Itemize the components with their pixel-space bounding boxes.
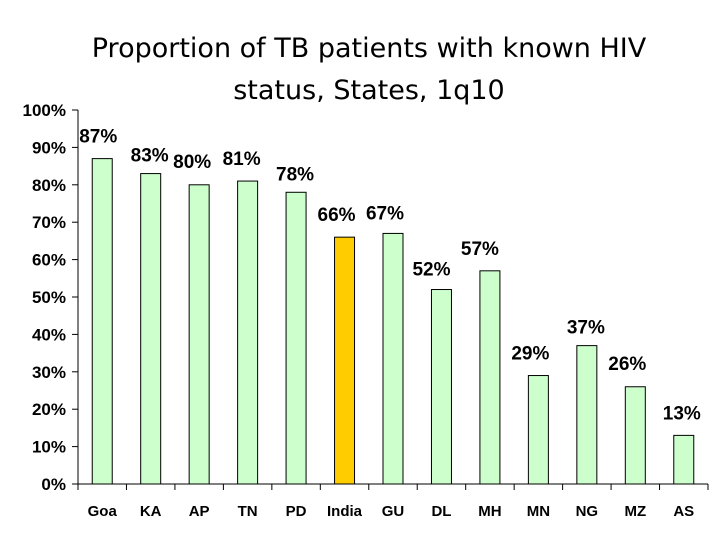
y-tick-label: 70%	[32, 213, 66, 232]
data-label: 67%	[366, 203, 404, 224]
bar	[479, 270, 501, 485]
bar	[285, 191, 307, 485]
data-label: 66%	[318, 205, 356, 226]
x-tick-label: MZ	[624, 503, 646, 520]
bar	[382, 232, 404, 485]
data-label: 37%	[567, 318, 605, 339]
bar	[140, 173, 162, 485]
x-tick-label: PD	[286, 503, 307, 520]
bar	[527, 375, 549, 485]
data-label: 80%	[173, 152, 211, 173]
bar	[430, 289, 452, 485]
data-label: 26%	[608, 354, 646, 375]
x-tick-label: KA	[140, 503, 162, 520]
x-tick-label: TN	[238, 503, 258, 520]
y-tick-label: 50%	[32, 288, 66, 307]
chart-title-line-1: Proportion of TB patients with known HIV	[91, 33, 647, 64]
data-label: 81%	[223, 149, 261, 170]
data-label: 13%	[663, 403, 701, 424]
data-label: 57%	[461, 239, 499, 260]
chart-title: Proportion of TB patients with known HIV…	[0, 28, 720, 112]
x-tick-label: GU	[382, 503, 405, 520]
data-label: 83%	[131, 146, 169, 167]
y-tick-label: 10%	[32, 438, 66, 457]
y-tick-label: 90%	[32, 138, 66, 157]
y-tick-label: 100%	[23, 101, 66, 120]
data-label: 52%	[412, 260, 450, 281]
x-tick-label: MN	[527, 503, 550, 520]
chart-title-line-2: status, States, 1q10	[233, 75, 505, 106]
bar	[237, 180, 259, 485]
x-tick-label: DL	[431, 503, 451, 520]
data-label: 87%	[79, 127, 117, 148]
bar	[91, 158, 113, 485]
x-tick-label: India	[327, 503, 363, 520]
data-label: 78%	[276, 164, 314, 185]
x-tick-label: AS	[673, 503, 694, 520]
data-label: 29%	[511, 344, 549, 365]
x-tick-label: MH	[478, 503, 501, 520]
y-tick-label: 30%	[32, 363, 66, 382]
bar	[673, 434, 695, 485]
bar	[624, 386, 646, 485]
x-tick-label: Goa	[88, 503, 118, 520]
bar-highlight	[334, 236, 356, 485]
y-tick-label: 0%	[41, 475, 66, 494]
x-tick-label: AP	[189, 503, 210, 520]
y-tick-label: 20%	[32, 400, 66, 419]
y-tick-label: 40%	[32, 325, 66, 344]
x-tick-label: NG	[576, 503, 599, 520]
y-tick-label: 60%	[32, 251, 66, 270]
bar	[576, 345, 598, 485]
bar	[188, 184, 210, 485]
y-tick-label: 80%	[32, 176, 66, 195]
